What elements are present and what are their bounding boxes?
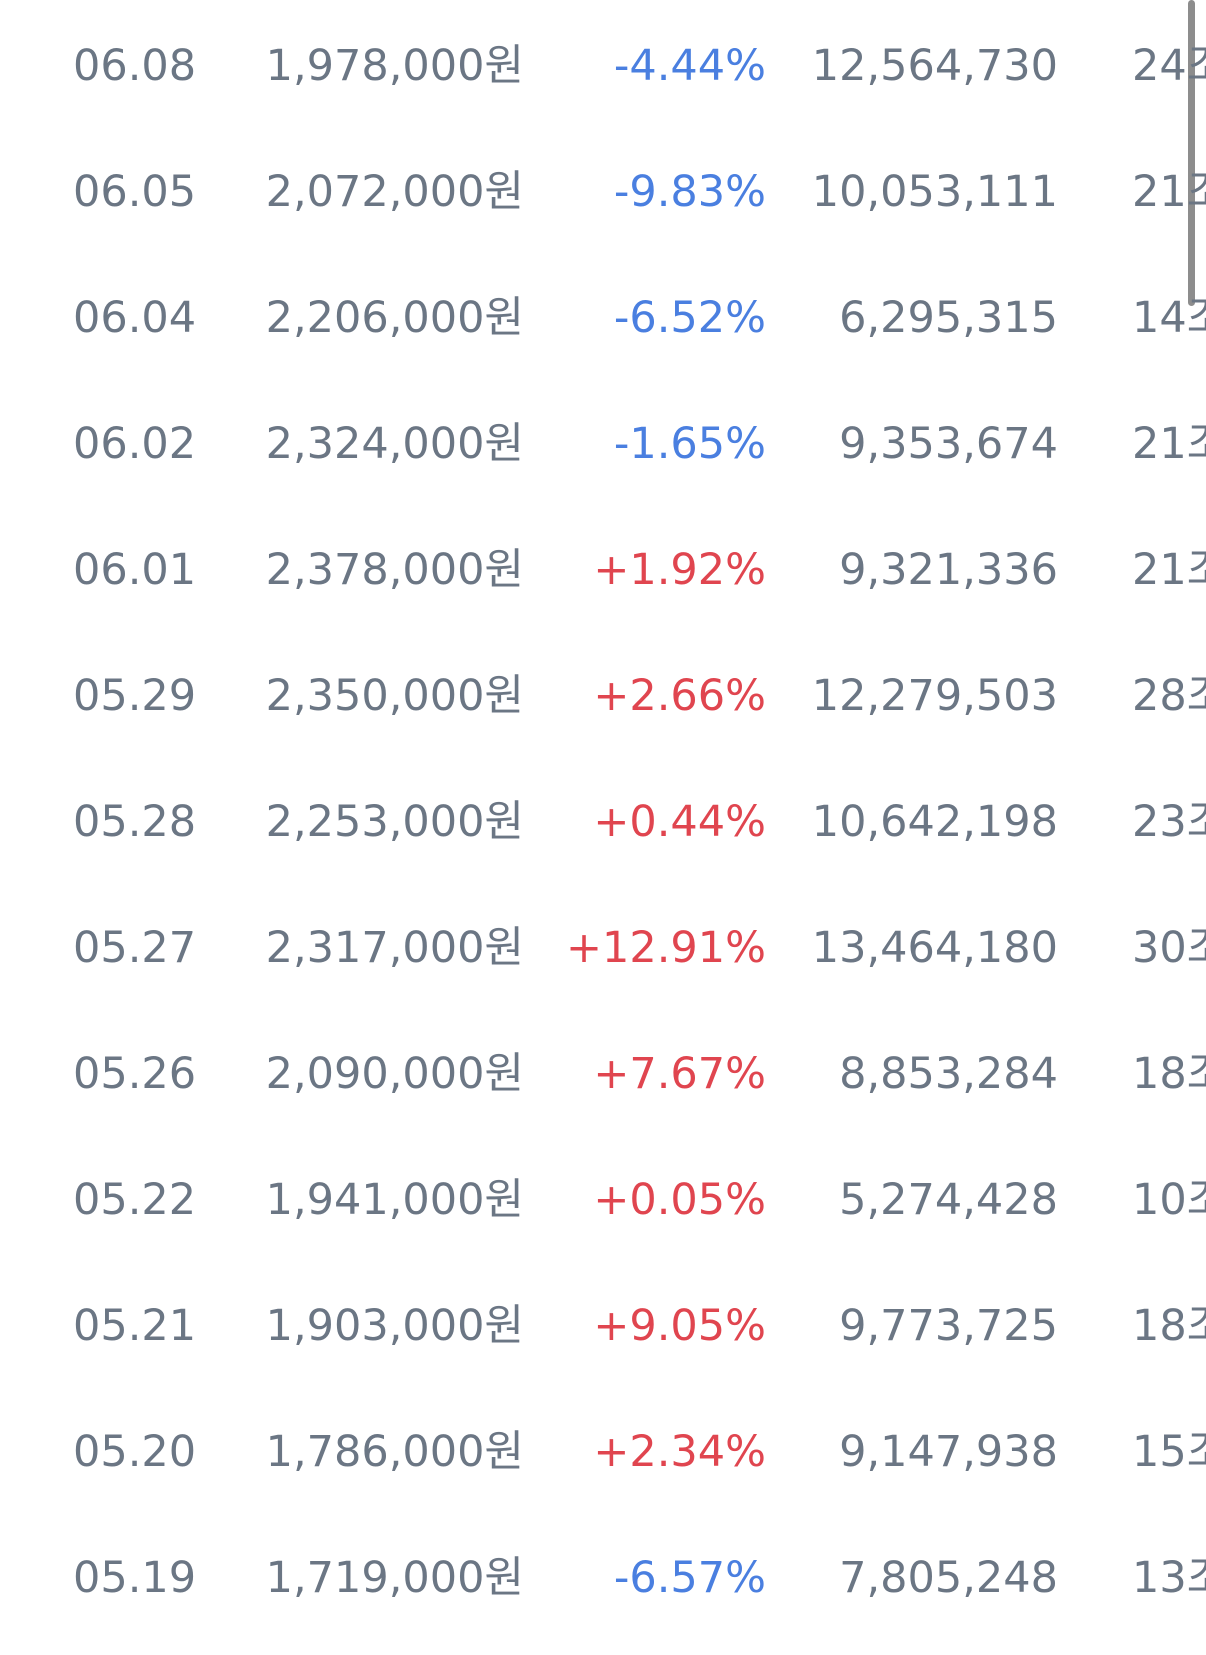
close-price: 2,090,000원 xyxy=(265,1049,524,1099)
volume: 12,564,730 xyxy=(811,41,1058,91)
market-cap: 10조 xyxy=(1132,1175,1206,1225)
volume: 12,279,503 xyxy=(811,671,1058,721)
market-cap: 21조 xyxy=(1132,545,1206,595)
volume: 9,353,674 xyxy=(839,419,1058,469)
close-price: 2,378,000원 xyxy=(265,545,524,595)
volume: 6,295,315 xyxy=(839,293,1058,343)
change-rate: +0.05% xyxy=(593,1175,766,1225)
close-price: 2,253,000원 xyxy=(265,797,524,847)
change-rate: +9.05% xyxy=(593,1301,766,1351)
market-cap: 15조 xyxy=(1132,1427,1206,1477)
market-cap: 18조 xyxy=(1132,1301,1206,1351)
close-price: 2,350,000원 xyxy=(265,671,524,721)
date: 06.08 xyxy=(73,41,197,91)
market-cap: 21조 xyxy=(1132,167,1206,217)
change-rate: +2.34% xyxy=(593,1427,766,1477)
close-price: 2,206,000원 xyxy=(265,293,524,343)
date: 05.21 xyxy=(73,1301,197,1351)
change-rate: -6.52% xyxy=(613,293,766,343)
change-rate: +0.44% xyxy=(593,797,766,847)
close-price: 1,978,000원 xyxy=(265,41,524,91)
close-price: 2,072,000원 xyxy=(265,167,524,217)
market-cap: 21조 xyxy=(1132,419,1206,469)
market-cap: 30조 xyxy=(1132,923,1206,973)
date: 05.19 xyxy=(73,1553,197,1603)
volume: 9,147,938 xyxy=(839,1427,1058,1477)
date: 05.27 xyxy=(73,923,197,973)
date: 05.29 xyxy=(73,671,197,721)
volume: 10,053,111 xyxy=(811,167,1058,217)
volume: 13,464,180 xyxy=(811,923,1058,973)
close-price: 1,719,000원 xyxy=(265,1553,524,1603)
date: 06.04 xyxy=(73,293,197,343)
volume: 10,642,198 xyxy=(811,797,1058,847)
change-rate: -4.44% xyxy=(613,41,766,91)
market-cap: 18조 xyxy=(1132,1049,1206,1099)
close-price: 2,317,000원 xyxy=(265,923,524,973)
close-price: 1,941,000원 xyxy=(265,1175,524,1225)
change-rate: +7.67% xyxy=(593,1049,766,1099)
market-cap: 13조 xyxy=(1132,1553,1206,1603)
date: 06.05 xyxy=(73,167,197,217)
market-cap: 14조 xyxy=(1132,293,1206,343)
change-rate: -9.83% xyxy=(613,167,766,217)
market-cap: 28조 xyxy=(1132,671,1206,721)
scrollbar xyxy=(1188,0,1195,306)
volume: 7,805,248 xyxy=(839,1553,1058,1603)
change-rate: +12.91% xyxy=(566,923,766,973)
date: 06.02 xyxy=(73,419,197,469)
market-cap: 24조 xyxy=(1132,41,1206,91)
date: 06.01 xyxy=(73,545,197,595)
date: 05.22 xyxy=(73,1175,197,1225)
close-price: 2,324,000원 xyxy=(265,419,524,469)
date: 05.20 xyxy=(73,1427,197,1477)
volume: 9,321,336 xyxy=(839,545,1058,595)
volume: 5,274,428 xyxy=(839,1175,1058,1225)
close-price: 1,786,000원 xyxy=(265,1427,524,1477)
close-price: 1,903,000원 xyxy=(265,1301,524,1351)
change-rate: +2.66% xyxy=(593,671,766,721)
change-rate: -1.65% xyxy=(613,419,766,469)
change-rate: +1.92% xyxy=(593,545,766,595)
date: 05.28 xyxy=(73,797,197,847)
volume: 8,853,284 xyxy=(839,1049,1058,1099)
date: 05.26 xyxy=(73,1049,197,1099)
change-rate: -6.57% xyxy=(613,1553,766,1603)
volume: 9,773,725 xyxy=(839,1301,1058,1351)
market-cap: 23조 xyxy=(1132,797,1206,847)
